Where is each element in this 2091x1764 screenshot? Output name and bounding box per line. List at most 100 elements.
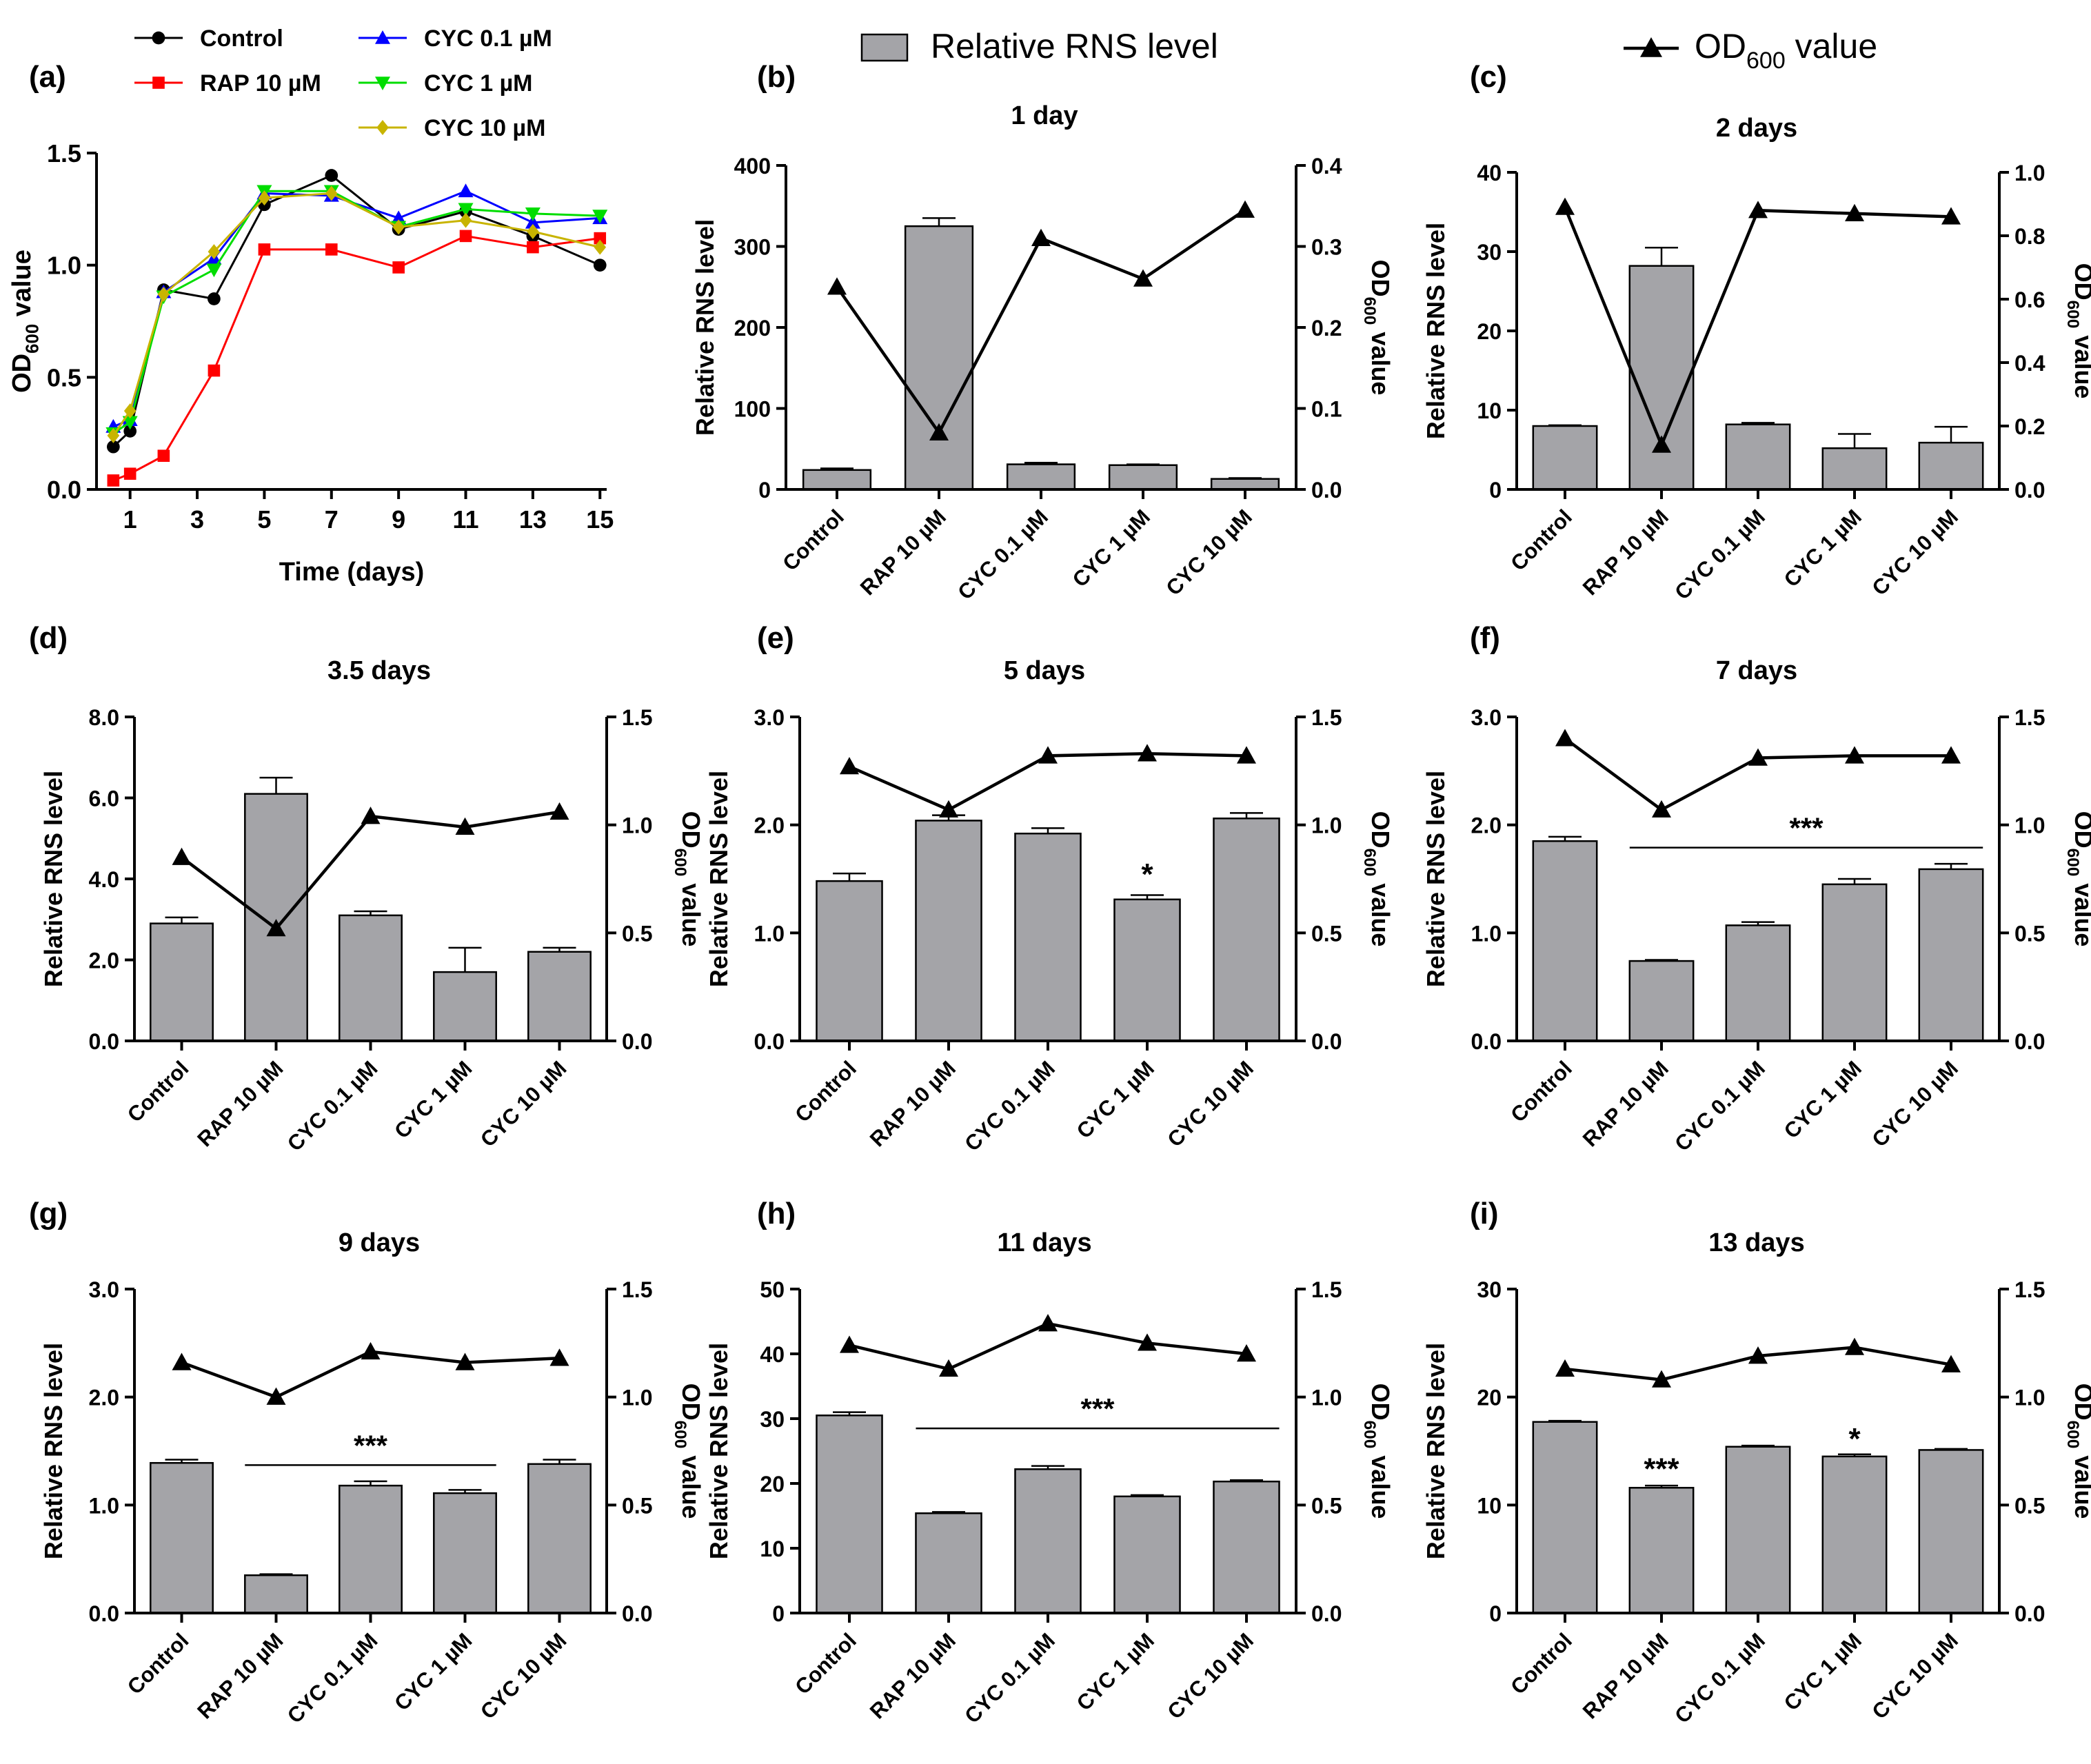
y2-axis-label-main: OD xyxy=(677,1383,705,1421)
bar xyxy=(1532,425,1598,491)
series-point-4 xyxy=(208,244,221,260)
y2-axis-label-main: OD xyxy=(2070,1383,2091,1421)
y-tick-label: 40 xyxy=(760,1342,785,1367)
x-tick-label: Control xyxy=(123,1056,194,1127)
bar xyxy=(1821,883,1888,1042)
y-tick-label: 10 xyxy=(760,1537,785,1561)
y2-axis-label-main: OD xyxy=(2070,811,2091,849)
od-point xyxy=(1748,748,1768,766)
x-tick-label: CYC 1 µM xyxy=(1068,505,1155,591)
y-tick-label: 20 xyxy=(1477,319,1502,344)
y2-tick-label: 0.0 xyxy=(2014,1029,2045,1054)
series-point-1 xyxy=(208,364,221,377)
od-point xyxy=(1237,746,1256,764)
y-tick-label: 6.0 xyxy=(89,787,119,811)
legend-label-4: CYC 10 µM xyxy=(424,115,545,141)
legend: Control RAP 10 µM CYC 0.1 µM CYC 1 µM CYC 10… xyxy=(134,26,552,141)
legend-marker-0 xyxy=(152,31,165,45)
y2-axis-label: OD600 value xyxy=(1360,1383,1395,1519)
y-tick-label: 0 xyxy=(772,1601,785,1626)
y-tick-label: 0.0 xyxy=(1471,1029,1502,1054)
y-axis-label: Relative RNS level xyxy=(1422,771,1450,987)
od-point xyxy=(172,1352,192,1370)
series-point-4 xyxy=(258,190,271,206)
legend-marker-3 xyxy=(375,77,390,90)
od-line xyxy=(1563,206,1952,449)
x-tick-label: 11 xyxy=(452,505,478,534)
legend-bar-label: Relative RNS level xyxy=(931,27,1218,65)
legend-line-label-sub: 600 xyxy=(1746,48,1786,74)
od-point xyxy=(1941,207,1961,225)
y2-tick-label: 1.0 xyxy=(622,1386,652,1410)
significance-mark: * xyxy=(1848,1422,1861,1456)
bar xyxy=(1210,478,1280,491)
y2-tick-label: 1.0 xyxy=(1311,813,1342,838)
y2-tick-label: 0.0 xyxy=(1311,478,1342,503)
panel-e: (e) 5 days 0.0 1.0 2.0 3.0 0.0 0.5 1.0 1.5 Control… xyxy=(705,621,1395,1156)
y2-tick-label: 1.5 xyxy=(622,705,652,730)
x-tick-label: Control xyxy=(1506,1056,1577,1127)
od-point xyxy=(1652,800,1671,818)
x-tick-label: CYC 1 µM xyxy=(1779,1628,1866,1715)
x-tick-label: CYC 1 µM xyxy=(1779,1056,1866,1143)
od-point xyxy=(455,817,475,835)
y-tick-label: 50 xyxy=(760,1277,785,1302)
y2-axis-label-sub: 600 xyxy=(1360,297,1379,325)
x-tick-label: CYC 0.1 µM xyxy=(960,1056,1060,1156)
series-point-3 xyxy=(525,207,541,221)
x-tick-label: CYC 0.1 µM xyxy=(960,1628,1060,1728)
y-tick-label: 20 xyxy=(1477,1386,1502,1410)
series-point-4 xyxy=(157,286,170,302)
y2-axis-label: OD600 value xyxy=(671,811,705,947)
y-tick-label: 0.0 xyxy=(754,1029,785,1054)
y2-tick-label: 0.4 xyxy=(2014,351,2045,376)
od-point xyxy=(840,757,859,775)
y2-tick-label: 0.2 xyxy=(1311,316,1342,341)
x-tick-label: Control xyxy=(790,1628,861,1699)
y-tick-label: 10 xyxy=(1477,1493,1502,1518)
x-tick-label: Control xyxy=(1506,505,1577,576)
series-point-1 xyxy=(594,232,607,245)
y2-tick-label: 0.5 xyxy=(622,1493,652,1518)
bar xyxy=(1532,1421,1598,1614)
bar xyxy=(1918,441,1984,491)
y-axis-label: Relative RNS level xyxy=(1422,1343,1450,1559)
panel-title: 5 days xyxy=(1004,656,1085,685)
panel-label: (h) xyxy=(757,1197,796,1230)
y2-axis-label: OD600 value xyxy=(2063,811,2091,947)
bar xyxy=(1725,423,1791,491)
y-tick-label: 100 xyxy=(734,397,771,422)
bar xyxy=(1014,1468,1082,1614)
od-point xyxy=(827,277,847,295)
panel-f: (f) 7 days 0.0 1.0 2.0 3.0 0.0 0.5 1.0 1.5 Control… xyxy=(1422,621,2091,1156)
panel-title: 3.5 days xyxy=(327,656,431,685)
y2-axis-label-main: OD xyxy=(1366,260,1395,297)
series-point-2 xyxy=(391,210,407,225)
y-tick-label: 0 xyxy=(1489,478,1502,503)
od-point xyxy=(549,1348,569,1366)
y2-axis-label-suffix: value xyxy=(2070,1448,2091,1519)
bar xyxy=(1628,1487,1695,1614)
y-tick-label: 1.0 xyxy=(89,1493,119,1518)
y-axis-label-suffix: value xyxy=(8,250,37,324)
x-tick-label: CYC 1 µM xyxy=(1072,1056,1159,1143)
y2-axis-label-suffix: value xyxy=(1366,325,1395,395)
panel-title: 1 day xyxy=(1011,101,1078,130)
y2-tick-label: 0.0 xyxy=(2014,1601,2045,1626)
y-axis-label-sub: 600 xyxy=(23,324,42,354)
y2-axis-label-sub: 600 xyxy=(1360,1421,1379,1449)
panel-title: 13 days xyxy=(1708,1228,1804,1257)
series-point-4 xyxy=(594,239,607,255)
series-point-1 xyxy=(392,261,405,274)
bar xyxy=(1821,447,1888,491)
x-tick-label: RAP 10 µM xyxy=(856,505,951,600)
y2-axis-label-suffix: value xyxy=(677,1448,705,1519)
y-tick-label: 0 xyxy=(1489,1601,1502,1626)
y2-tick-label: 0.0 xyxy=(622,1601,652,1626)
y2-tick-label: 0.2 xyxy=(2014,414,2045,439)
legend-label-1: RAP 10 µM xyxy=(200,70,321,97)
od-point xyxy=(1138,1333,1157,1351)
od-point xyxy=(939,1359,958,1377)
x-tick-label: CYC 0.1 µM xyxy=(1670,1628,1770,1728)
bar xyxy=(1113,1495,1181,1614)
